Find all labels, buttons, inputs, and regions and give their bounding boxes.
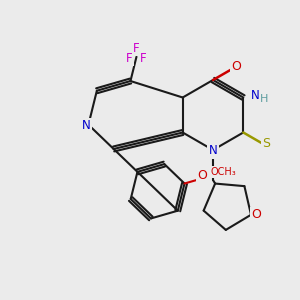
Text: O: O (231, 59, 241, 73)
Text: S: S (262, 137, 270, 150)
Text: H: H (260, 94, 269, 103)
Text: F: F (126, 52, 133, 65)
Text: O: O (251, 208, 261, 221)
Text: F: F (140, 52, 147, 65)
Text: OCH₃: OCH₃ (210, 167, 236, 177)
Text: N: N (208, 145, 217, 158)
Text: N: N (251, 89, 260, 102)
Text: F: F (133, 42, 140, 55)
Text: N: N (82, 119, 91, 132)
Text: O: O (198, 169, 208, 182)
